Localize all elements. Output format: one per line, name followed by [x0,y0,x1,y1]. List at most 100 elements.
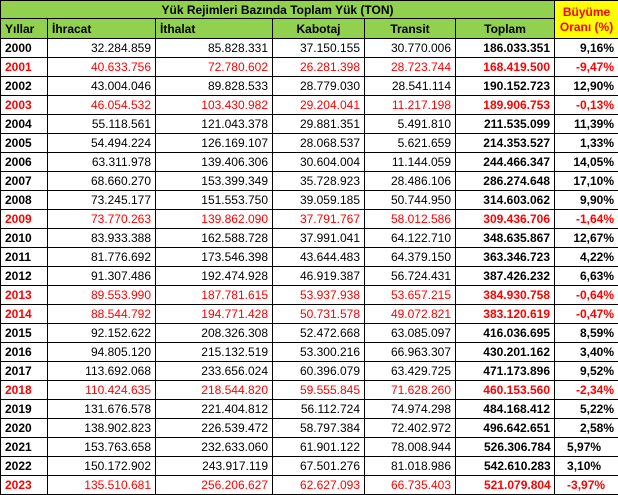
growth-rate-cell: 12,90% [555,77,618,96]
year-cell: 2008 [1,191,48,210]
export-cell: 81.776.692 [48,248,156,267]
cabotage-cell: 58.797.384 [273,419,365,438]
total-cell: 484.168.412 [456,400,555,419]
year-cell: 2020 [1,419,48,438]
export-cell: 89.553.990 [48,286,156,305]
column-header-year: Yıllar [1,19,48,39]
total-cell: 286.274.648 [456,172,555,191]
column-header-import: İthalat [156,19,273,39]
total-cell: 384.930.758 [456,286,555,305]
column-header-total: Toplam [456,19,555,39]
export-cell: 94.805.120 [48,343,156,362]
total-cell: 460.153.560 [456,381,555,400]
total-cell: 314.603.062 [456,191,555,210]
year-cell: 2018 [1,381,48,400]
import-cell: 153.399.349 [156,172,273,191]
growth-rate-cell: 2,58% [555,419,618,438]
total-cell: 416.036.695 [456,324,555,343]
export-cell: 73.770.263 [48,210,156,229]
cabotage-cell: 28.779.030 [273,77,365,96]
cabotage-cell: 50.731.578 [273,305,365,324]
total-cell: 168.419.500 [456,58,555,77]
growth-rate-cell: 14,05% [555,153,618,172]
cabotage-cell: 37.791.767 [273,210,365,229]
cabotage-cell: 37.991.041 [273,229,365,248]
cabotage-cell: 52.472.668 [273,324,365,343]
transit-cell: 64.379.150 [365,248,456,267]
growth-rate-cell: 3,10% [555,457,618,476]
import-cell: 162.588.728 [156,229,273,248]
import-cell: 187.781.615 [156,286,273,305]
total-cell: 186.033.351 [456,39,555,58]
cabotage-cell: 35.728.923 [273,172,365,191]
export-cell: 110.424.635 [48,381,156,400]
transit-cell: 30.770.006 [365,39,456,58]
cabotage-cell: 46.919.387 [273,267,365,286]
year-cell: 2016 [1,343,48,362]
total-cell: 214.353.527 [456,134,555,153]
transit-cell: 74.974.298 [365,400,456,419]
cabotage-cell: 56.112.724 [273,400,365,419]
export-cell: 92.152.622 [48,324,156,343]
year-cell: 2013 [1,286,48,305]
import-cell: 151.553.750 [156,191,273,210]
year-cell: 2002 [1,77,48,96]
transit-cell: 28.541.114 [365,77,456,96]
cabotage-cell: 39.059.185 [273,191,365,210]
year-cell: 2000 [1,39,48,58]
export-cell: 63.311.978 [48,153,156,172]
total-cell: 526.306.784 [456,438,555,457]
export-cell: 88.544.792 [48,305,156,324]
transit-cell: 71.628.260 [365,381,456,400]
cabotage-cell: 29.204.041 [273,96,365,115]
year-cell: 2021 [1,438,48,457]
growth-rate-cell: 17,10% [555,172,618,191]
transit-cell: 81.018.986 [365,457,456,476]
export-cell: 54.494.224 [48,134,156,153]
year-cell: 2015 [1,324,48,343]
cabotage-cell: 62.627.093 [273,476,365,495]
year-cell: 2022 [1,457,48,476]
total-cell: 430.201.162 [456,343,555,362]
export-cell: 46.054.532 [48,96,156,115]
total-cell: 348.635.867 [456,229,555,248]
cabotage-cell: 67.501.276 [273,457,365,476]
growth-rate-cell: 12,67% [555,229,618,248]
export-cell: 32.284.859 [48,39,156,58]
growth-rate-cell: 5,97% [555,438,618,457]
export-cell: 91.307.486 [48,267,156,286]
import-cell: 139.406.306 [156,153,273,172]
export-cell: 131.676.578 [48,400,156,419]
total-cell: 387.426.232 [456,267,555,286]
total-cell: 189.906.753 [456,96,555,115]
transit-cell: 5.491.810 [365,115,456,134]
import-cell: 194.771.428 [156,305,273,324]
import-cell: 226.539.472 [156,419,273,438]
transit-cell: 78.008.944 [365,438,456,457]
cabotage-cell: 43.644.483 [273,248,365,267]
column-header-cabotage: Kabotaj [273,19,365,39]
import-cell: 89.828.533 [156,77,273,96]
transit-cell: 5.621.659 [365,134,456,153]
growth-rate-cell: -0,47% [555,305,618,324]
total-cell: 542.610.283 [456,457,555,476]
year-cell: 2017 [1,362,48,381]
cabotage-cell: 37.150.155 [273,39,365,58]
cabotage-cell: 59.555.845 [273,381,365,400]
transit-cell: 28.486.106 [365,172,456,191]
export-cell: 43.004.046 [48,77,156,96]
year-cell: 2023 [1,476,48,495]
growth-rate-cell: 9,90% [555,191,618,210]
